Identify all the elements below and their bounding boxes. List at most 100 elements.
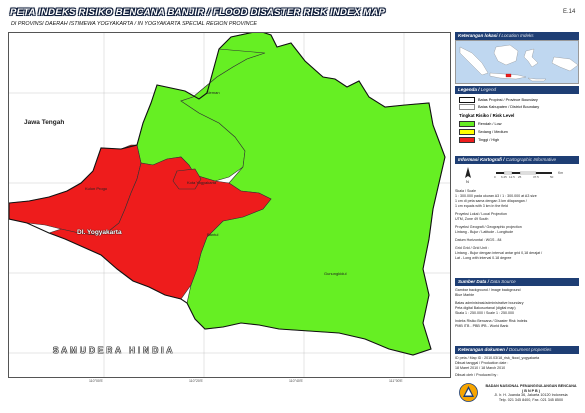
legend-header: Legenda / Legend <box>455 86 579 94</box>
produced-by-label: Dibuat oleh / Produced by : <box>455 373 499 377</box>
map-frame[interactable]: Jawa Tengah Sleman Kulon Progo Kota Yogy… <box>8 32 451 378</box>
grid-tick-label: 110°40'E <box>289 379 303 383</box>
source-line: Gambar background / Image background <box>455 288 521 292</box>
carto-line: UTM, Zone 49 South <box>455 217 489 221</box>
carto-line: 1 : 300.000 pada ukuran A3 / 1 : 300.000… <box>455 194 537 198</box>
cartographic-title: Informasi Kartografi <box>458 157 502 162</box>
inset-location-marker <box>505 73 512 78</box>
legend-title: Legenda <box>458 87 477 92</box>
legend-province-boundary: Batas Propinsi / Province Boundary <box>459 97 538 103</box>
legend-item-label: Sedang / Medium <box>478 130 508 134</box>
source-line: Blue Marble <box>455 293 475 297</box>
legend-item-label: Batas Kabupaten / District Boundary <box>478 105 540 109</box>
document-info-subtitle: Document properties <box>508 347 552 352</box>
carto-line: 1 cm di peta sama dengan 3 km dilapangan… <box>455 199 527 203</box>
district-bantul <box>48 156 272 300</box>
carto-line: Lintang - Bujur dengan interval antar gr… <box>455 251 543 255</box>
carto-line: Lintang - Bujur / Latitude - Longitude <box>455 230 514 234</box>
inset-papua <box>551 56 578 72</box>
legend-item-label: Batas Propinsi / Province Boundary <box>478 98 538 102</box>
carto-line: 1 cm equals with 3 km in the field <box>455 204 508 208</box>
bnpb-logo-icon <box>459 383 478 402</box>
label-district-kulon-progo: Kulon Progo <box>85 186 108 191</box>
carto-line: Skala / Scale <box>455 189 476 193</box>
map-title: PETA INDEKS RISIKO BENCANA BANJIR / FLOO… <box>10 7 386 18</box>
location-index-subtitle: Location Indeks <box>501 33 534 38</box>
inset-sumatra <box>459 46 489 76</box>
carto-line: Proyeksi Lokal / Local Projection <box>455 212 507 216</box>
label-province-jawa-tengah: Jawa Tengah <box>24 119 65 126</box>
carto-line: Grid Grid / Grid Unit : <box>455 246 489 250</box>
source-line: PMB ITB - PBB IPB - World Bank <box>455 324 509 328</box>
agency-address: Jl. Ir. H. Juanda 36, Jakarta 10120 Indo… <box>494 393 568 398</box>
scale-tick-label: 25 <box>518 175 522 179</box>
inset-nusa-tenggara <box>527 77 547 82</box>
legend-district-boundary: Batas Kabupaten / District Boundary <box>459 104 539 110</box>
risk-high-swatch <box>459 137 475 143</box>
map-canvas <box>9 33 450 377</box>
inset-kalimantan <box>493 44 519 66</box>
data-source-subtitle: Data Source <box>490 279 516 284</box>
location-index-header: Keterangan lokasi / Location Indeks <box>455 32 579 40</box>
agency-phone: Telp. 021 345 8400, Fax. 021 345 8500 <box>498 397 564 402</box>
svg-text:N: N <box>466 179 469 184</box>
grid-tick-label: 110°00'E <box>89 379 103 383</box>
grid-tick-label: 110°20'E <box>189 379 203 383</box>
carto-line: Lat - Long with interval 0.18 degree <box>455 256 512 260</box>
scale-tick-label: 12.5 <box>509 175 515 179</box>
cartographic-text: Skala / Scale 1 : 300.000 pada ukuran A3… <box>455 189 579 261</box>
doc-line: 18 Maret 2010 / 18 March 2010 <box>455 366 506 370</box>
province-boundary <box>9 33 446 356</box>
data-source-header: Sumber Data / Data Source <box>455 278 579 286</box>
cartographic-header: Informasi Kartografi / Cartographic Info… <box>455 156 579 164</box>
data-source-text: Gambar background / Image background Blu… <box>455 288 579 329</box>
scale-tick-label: 6.25 <box>501 175 507 179</box>
document-info-title: Keterangan dokumen <box>458 347 505 352</box>
label-sea: SAMUDERA HINDIA <box>53 346 176 355</box>
legend-item-label: Tinggi / High <box>478 138 500 142</box>
document-info-header: Keterangan dokumen / Document properties <box>455 346 579 354</box>
inset-map-canvas <box>459 44 578 82</box>
risk-medium-swatch <box>459 129 475 135</box>
inset-sulawesi <box>523 48 539 68</box>
agency-info: BADAN NASIONAL PENANGGULANGAN BENCANA ( … <box>481 384 581 402</box>
label-district-sleman: Sleman <box>206 90 220 95</box>
location-index-title: Keterangan lokasi <box>458 33 498 38</box>
north-arrow-icon: N <box>465 167 471 184</box>
legend-subtitle: Legend <box>480 87 497 92</box>
agency-abbr: ( B N P B ) <box>522 388 540 393</box>
scale-bar-graphic: N <box>465 167 552 184</box>
label-district-bantul: Bantul <box>207 232 219 237</box>
document-info-text: ID peta / Map ID : 2010.03/18_risk_flood… <box>455 356 579 378</box>
source-line: Indeks Risiko Bencana / Disaster Risk In… <box>455 319 528 323</box>
risk-level-title: Tingkat Risiko / Risk Level <box>459 113 515 118</box>
legend-item-label: Rendah / Low <box>478 122 502 126</box>
grid-tick-label: 111°00'E <box>389 379 403 383</box>
legend-risk-high: Tinggi / High <box>459 137 499 143</box>
scale-tick-label: 37.5 <box>533 175 539 179</box>
agency-name: BADAN NASIONAL PENANGGULANGAN BENCANA <box>485 384 577 388</box>
scale-and-north: N 0 6.25 12.5 25 37.5 50 Km <box>460 166 576 184</box>
scale-unit: Km <box>558 171 564 175</box>
risk-low-swatch <box>459 121 475 127</box>
scale-tick-label: 50 <box>550 175 554 179</box>
label-district-gunungkidul: Gunungkidul <box>324 271 347 276</box>
legend-risk-low: Rendah / Low <box>459 121 501 127</box>
scale-tick-label: 0 <box>494 175 496 179</box>
district-boundary-swatch <box>459 104 475 110</box>
source-line: Batas administrasi/administrative bounda… <box>455 301 524 305</box>
source-line: Peta digital Bakosurtanal (digital map) <box>455 306 516 310</box>
label-region-diy: DI. Yogyakarta <box>77 229 122 236</box>
district-kota-yogyakarta <box>172 168 202 190</box>
carto-line: Datum Horizontal : WGS - 84 <box>455 238 502 242</box>
cartographic-subtitle: Cartographic Informative <box>505 157 557 162</box>
carto-line: Proyeksi Geografi / Geographic projectio… <box>455 225 522 229</box>
source-line: Skala 1 : 250.000 / Scale 1 : 250.000 <box>455 311 514 315</box>
location-inset-map[interactable] <box>455 40 579 84</box>
doc-line: Dibuat tanggal / Production date : <box>455 361 509 365</box>
data-source-title: Sumber Data <box>458 279 487 284</box>
map-subtitle: DI PROVINSI DAERAH ISTIMEWA YOGYAKARTA /… <box>11 21 258 27</box>
sheet-code: E.14 <box>563 9 576 15</box>
label-district-kota-yogyakarta: Kota Yogyakarta <box>187 180 217 185</box>
